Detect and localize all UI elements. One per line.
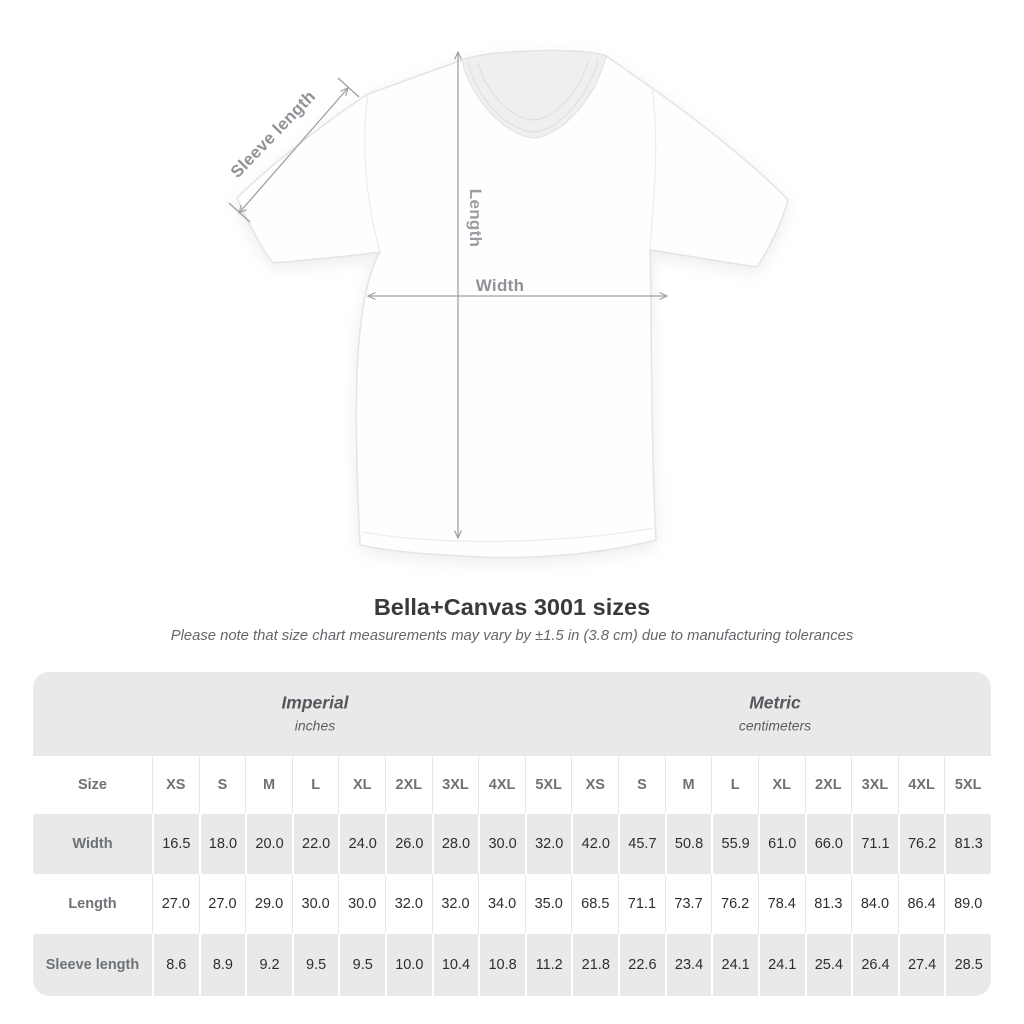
table-cell-metric: 76.2: [897, 814, 945, 874]
table-cell-imperial: 27.0: [198, 874, 246, 934]
metric-group-name: Metric: [749, 692, 801, 713]
metric-group-unit: centimeters: [738, 717, 812, 734]
column-header-cell: L: [711, 756, 758, 814]
table-cell-metric: 42.0: [571, 814, 619, 874]
column-header-cell: L: [291, 756, 339, 814]
table-cell-metric: 84.0: [851, 874, 898, 934]
table-cell-metric: 25.4: [804, 934, 852, 996]
width-label: Width: [476, 276, 525, 295]
table-cell-imperial: 10.0: [385, 934, 432, 996]
tshirt-diagram: Width Length Sleeve length: [227, 49, 789, 559]
column-header-cell: XL: [757, 756, 805, 814]
table-cell-imperial: 35.0: [524, 874, 572, 934]
table-cell-imperial: 30.0: [291, 874, 339, 934]
table-cell-imperial: 16.5: [152, 814, 199, 874]
table-cell-imperial: 32.0: [385, 874, 432, 934]
column-header-cell: 3XL: [431, 756, 479, 814]
heading-block: Bella+Canvas 3001 sizes Please note that…: [0, 594, 1024, 644]
table-cell-imperial: 32.0: [524, 814, 572, 874]
table-cell-metric: 71.1: [851, 814, 898, 874]
tshirt-details: [361, 50, 657, 542]
table-cell-metric: 86.4: [897, 874, 945, 934]
table-cell-metric: 81.3: [944, 814, 991, 874]
column-header-cell: M: [245, 756, 292, 814]
table-cell-metric: 26.4: [851, 934, 898, 996]
table-cell-imperial: 11.2: [524, 934, 572, 996]
imperial-group-name: Imperial: [281, 692, 349, 713]
table-cell-imperial: 32.0: [431, 874, 479, 934]
table-cell-imperial: 9.5: [338, 934, 386, 996]
column-header-cell: XS: [571, 756, 619, 814]
table-cell-imperial: 30.0: [478, 814, 525, 874]
table-cell-imperial: 22.0: [291, 814, 339, 874]
table-cell-metric: 66.0: [804, 814, 852, 874]
row-label: Sleeve length: [33, 934, 152, 996]
row-label: Width: [33, 814, 152, 874]
table-cell-metric: 24.1: [757, 934, 805, 996]
unit-group-band: Imperial inches Metric centimeters: [33, 672, 991, 756]
column-header-cell: 2XL: [804, 756, 852, 814]
imperial-group-header: Imperial inches: [281, 693, 348, 734]
table-row: Length 27.0 27.0 29.0 30.0 30.0 32.0 32.0 34.0 35…: [33, 874, 991, 934]
table-cell-metric: 78.4: [757, 874, 805, 934]
table-cell-imperial: 29.0: [245, 874, 292, 934]
table-cell-metric: 73.7: [664, 874, 712, 934]
table-cell-imperial: 27.0: [152, 874, 199, 934]
column-header-cell: XL: [338, 756, 386, 814]
table-cell-metric: 50.8: [664, 814, 712, 874]
page-subtitle: Please note that size chart measurements…: [170, 628, 854, 644]
table-row: Sleeve length 8.6 8.9 9.2 9.5 9.5 10.0 10.4 10.8…: [33, 934, 991, 996]
table-cell-imperial: 18.0: [198, 814, 246, 874]
column-header-cell: M: [664, 756, 712, 814]
column-header-cell: XS: [152, 756, 199, 814]
table-cell-imperial: 34.0: [478, 874, 525, 934]
column-header-cell: 5XL: [944, 756, 991, 814]
table-rows-container: Size XS S M L XL 2XL 3XL 4XL 5XL XS S M L XL 2XL 3XL 4XL 5…: [33, 756, 991, 996]
table-cell-metric: 22.6: [618, 934, 665, 996]
table-cell-metric: 27.4: [897, 934, 945, 996]
page-title: Bella+Canvas 3001 sizes: [373, 594, 651, 620]
table-cell-metric: 81.3: [804, 874, 852, 934]
table-cell-metric: 21.8: [571, 934, 619, 996]
table-cell-imperial: 9.2: [245, 934, 292, 996]
table-cell-imperial: 26.0: [385, 814, 432, 874]
table-cell-imperial: 10.4: [431, 934, 479, 996]
column-header-size: Size: [33, 756, 152, 814]
table-cell-metric: 89.0: [944, 874, 991, 934]
table-cell-metric: 71.1: [618, 874, 665, 934]
size-table: Imperial inches Metric centimeters Size X…: [33, 672, 991, 996]
table-cell-imperial: 8.9: [198, 934, 246, 996]
imperial-group-unit: inches: [294, 717, 336, 734]
table-cell-imperial: 24.0: [338, 814, 386, 874]
table-header-row: Size XS S M L XL 2XL 3XL 4XL 5XL XS S M L XL 2XL 3XL 4XL 5…: [33, 756, 991, 814]
column-header-cell: 3XL: [851, 756, 898, 814]
length-label: Length: [466, 189, 485, 247]
sleeve-length-arrow: [228, 77, 360, 223]
table-row: Width 16.5 18.0 20.0 22.0 24.0 26.0 28.0 30.0 32.…: [33, 814, 991, 874]
column-header-cell: S: [198, 756, 246, 814]
table-cell-metric: 76.2: [711, 874, 758, 934]
table-cell-imperial: 9.5: [291, 934, 339, 996]
table-cell-metric: 45.7: [618, 814, 665, 874]
column-header-cell: S: [618, 756, 665, 814]
tshirt-illustration: [236, 49, 789, 559]
table-cell-imperial: 8.6: [152, 934, 199, 996]
table-cell-imperial: 28.0: [431, 814, 479, 874]
table-cell-metric: 68.5: [571, 874, 619, 934]
column-header-cell: 4XL: [478, 756, 525, 814]
table-cell-metric: 23.4: [664, 934, 712, 996]
metric-group-header: Metric centimeters: [739, 693, 811, 734]
table-cell-metric: 61.0: [757, 814, 805, 874]
column-header-cell: 5XL: [524, 756, 572, 814]
table-cell-imperial: 20.0: [245, 814, 292, 874]
table-cell-imperial: 10.8: [478, 934, 525, 996]
row-label: Length: [33, 874, 152, 934]
column-header-cell: 2XL: [385, 756, 432, 814]
column-header-cell: 4XL: [897, 756, 945, 814]
table-cell-metric: 28.5: [944, 934, 991, 996]
table-cell-imperial: 30.0: [338, 874, 386, 934]
table-cell-metric: 24.1: [711, 934, 758, 996]
table-cell-metric: 55.9: [711, 814, 758, 874]
